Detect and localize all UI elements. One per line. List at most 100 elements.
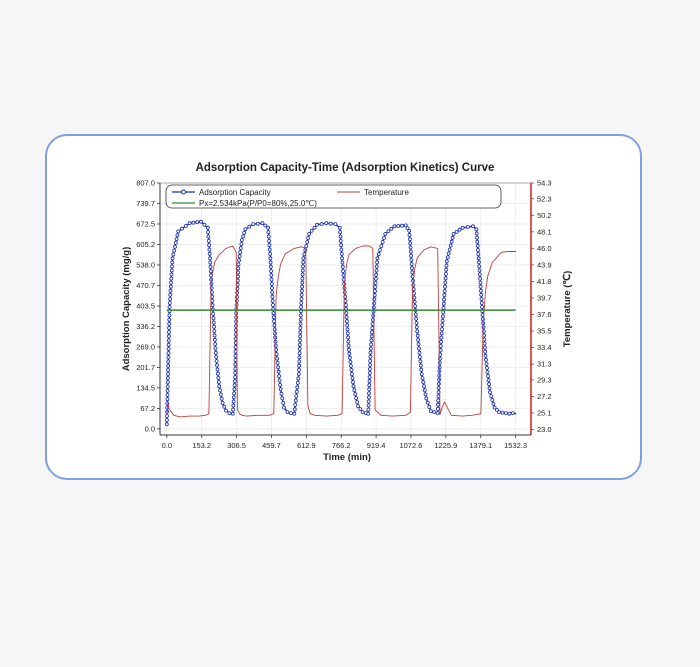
data-point — [165, 393, 170, 397]
data-point — [277, 378, 282, 383]
data-point — [271, 303, 275, 307]
data-point — [345, 323, 350, 328]
data-point — [440, 327, 444, 332]
data-point — [214, 359, 219, 364]
data-point — [306, 236, 311, 240]
y2-tick-label: 37.6 — [537, 310, 552, 319]
data-point — [217, 384, 222, 389]
data-point — [368, 350, 373, 355]
data-point — [424, 396, 429, 401]
x-tick-label: 919.4 — [367, 441, 386, 450]
data-point — [482, 345, 487, 350]
data-point — [293, 398, 298, 403]
data-point — [341, 269, 346, 274]
x-tick-label: 0.0 — [162, 441, 172, 450]
data-point — [379, 244, 384, 248]
data-point — [207, 243, 212, 248]
data-point — [422, 384, 426, 389]
data-point — [510, 411, 515, 416]
data-point — [168, 284, 173, 289]
data-point — [414, 321, 419, 325]
data-point — [167, 330, 171, 335]
data-point — [288, 411, 293, 416]
data-point — [173, 244, 177, 249]
data-point — [478, 284, 483, 289]
data-point — [212, 329, 217, 334]
data-point — [475, 235, 479, 240]
data-point — [216, 380, 221, 385]
data-point — [233, 362, 238, 367]
data-point — [446, 251, 451, 256]
data-point — [338, 230, 343, 234]
data-point — [328, 221, 333, 226]
data-point — [167, 317, 172, 322]
data-point — [476, 256, 481, 261]
data-point — [339, 247, 344, 252]
data-point — [366, 395, 371, 400]
data-point — [275, 356, 280, 361]
data-point — [483, 353, 488, 358]
data-point — [166, 338, 171, 343]
legend: Adsorption Capacity Temperature Px=2.534… — [165, 184, 502, 209]
legend-label-px: Px=2.534kPa(P/P0=80%,25.0℃) — [199, 199, 317, 208]
data-point — [166, 346, 171, 351]
data-point — [300, 272, 305, 277]
x-tick-label: 459.7 — [262, 441, 281, 450]
x-axis-label: Time (min) — [323, 452, 371, 463]
data-point — [191, 220, 196, 225]
y2-tick-label: 50.2 — [537, 211, 552, 220]
data-point — [211, 311, 216, 316]
data-point — [413, 312, 418, 317]
data-point — [236, 262, 241, 267]
data-point — [166, 367, 170, 372]
data-point — [215, 363, 219, 368]
legend-marker-capacity — [181, 189, 186, 195]
data-point — [280, 396, 285, 401]
y-tick-label: 67.2 — [140, 404, 155, 413]
legend-label-temperature: Temperature — [364, 188, 409, 197]
data-point — [278, 382, 283, 387]
data-point — [199, 219, 203, 224]
data-point — [166, 342, 171, 347]
data-point — [338, 239, 343, 243]
x-tick-label: 306.5 — [227, 441, 246, 450]
data-point — [366, 403, 371, 408]
data-point — [215, 371, 220, 376]
data-point — [266, 230, 271, 234]
y-tick-label: 807.0 — [136, 179, 155, 188]
data-point — [474, 231, 479, 236]
data-point — [299, 305, 304, 309]
data-point — [346, 343, 351, 348]
data-point — [483, 349, 488, 354]
data-point — [494, 407, 499, 412]
data-point — [346, 335, 351, 340]
data-point — [427, 405, 432, 409]
data-point — [368, 362, 373, 367]
data-point — [233, 375, 238, 380]
data-point — [300, 276, 305, 281]
data-point — [373, 280, 378, 285]
x-tick-label: 766.2 — [332, 441, 351, 450]
data-point — [166, 359, 171, 364]
data-point — [208, 260, 213, 265]
data-point — [218, 388, 222, 393]
data-point — [324, 221, 329, 226]
data-point — [443, 276, 448, 281]
data-point — [165, 388, 170, 393]
data-point — [304, 244, 309, 248]
data-point — [339, 252, 344, 256]
data-point — [485, 366, 489, 370]
data-point — [477, 272, 482, 277]
data-point — [267, 247, 272, 252]
data-point — [376, 252, 381, 257]
data-point — [230, 411, 235, 416]
data-point — [487, 382, 491, 387]
data-point — [489, 394, 494, 399]
data-point — [298, 321, 303, 326]
data-point — [165, 380, 170, 385]
data-point — [282, 405, 286, 410]
data-point — [407, 228, 412, 233]
data-point — [488, 390, 492, 395]
data-point — [349, 368, 354, 372]
data-point — [207, 247, 212, 252]
